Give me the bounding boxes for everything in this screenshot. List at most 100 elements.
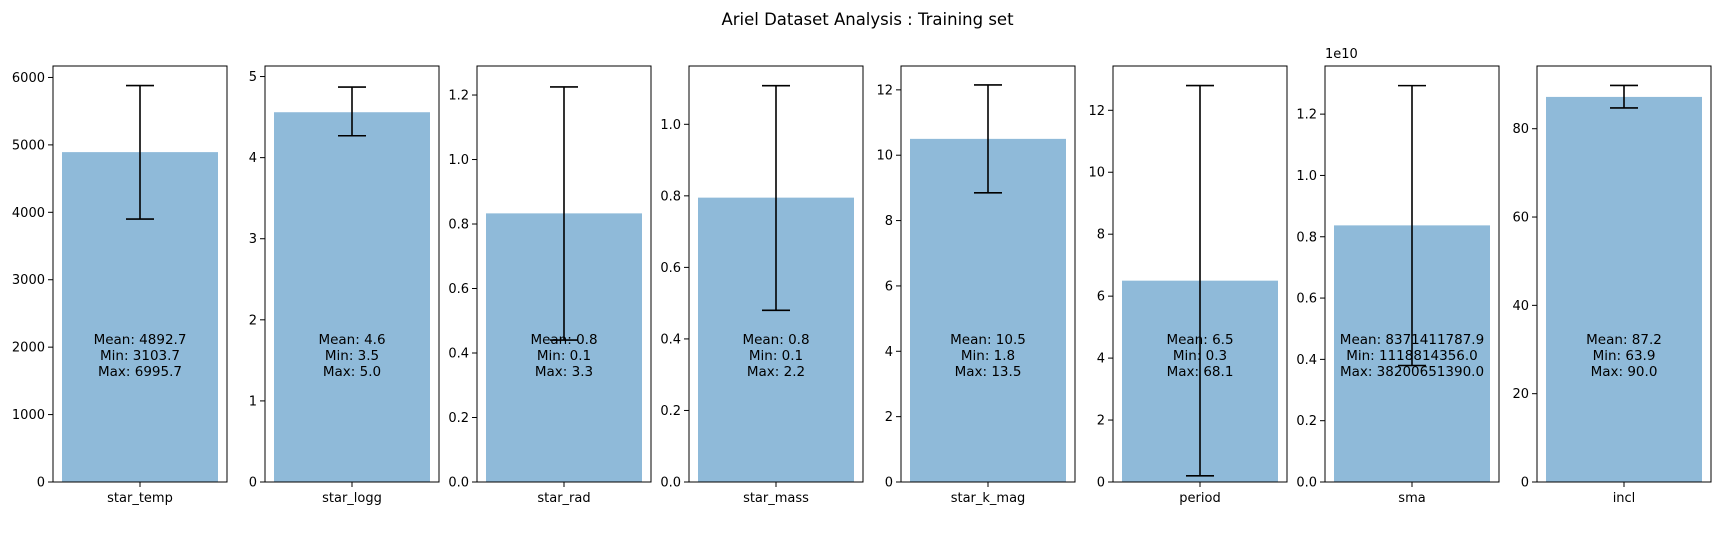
bar-star_logg — [274, 112, 430, 482]
y-tick-label: 4000 — [12, 206, 45, 221]
y-tick-label: 2 — [249, 313, 257, 328]
y-tick-label: 5 — [249, 70, 257, 85]
x-tick-label: star_temp — [107, 491, 173, 506]
chart-panel-star_mass: 0.0 0.2 0.4 0.6 0.8 1.0 star_mass Mean: 0.8Min:… — [660, 65, 864, 506]
stat-line: Mean: 8371411787.9 — [1340, 332, 1484, 348]
stat-line: Mean: 0.8 — [530, 332, 597, 348]
y-tick-label: 0 — [37, 476, 45, 491]
stat-line: Mean: 87.2 — [1586, 332, 1662, 348]
y-tick-label: 2 — [885, 410, 893, 425]
stat-line: Max: 3.3 — [535, 364, 593, 380]
x-tick-label: incl — [1613, 491, 1636, 506]
y-tick-label: 0.2 — [1296, 414, 1317, 429]
stat-line: Max: 5.0 — [323, 364, 381, 380]
y-tick-label: 3000 — [12, 273, 45, 288]
stat-line: Min: 3103.7 — [100, 348, 180, 364]
error-bar — [338, 86, 366, 137]
y-tick-label: 2 — [1097, 414, 1105, 429]
y-tick-label: 0.6 — [1296, 292, 1317, 307]
y-tick-label: 0.4 — [448, 347, 469, 362]
figure-title: Ariel Dataset Analysis : Training set — [721, 10, 1014, 29]
stat-line: Max: 13.5 — [955, 364, 1022, 380]
y-tick-label: 12 — [876, 83, 893, 98]
axis-multiplier: 1e10 — [1325, 47, 1358, 62]
chart-panel-star_rad: 0.0 0.2 0.4 0.6 0.8 1.0 1.2 star_rad Mean: 0.8Mi… — [448, 65, 652, 506]
error-bar — [1186, 84, 1214, 477]
y-tick-label: 6 — [1097, 290, 1105, 305]
y-tick-label: 80 — [1512, 122, 1529, 137]
stat-line: Min: 0.1 — [537, 348, 591, 364]
y-tick-label: 5000 — [12, 138, 45, 153]
stat-line: Max: 2.2 — [747, 364, 805, 380]
y-tick-label: 0 — [1097, 476, 1105, 491]
bar-star_k_mag — [910, 138, 1066, 482]
y-tick-label: 1.0 — [1296, 169, 1317, 184]
y-tick-label: 60 — [1512, 211, 1529, 226]
y-tick-label: 0.0 — [448, 476, 469, 491]
y-tick-label: 10 — [1088, 166, 1105, 181]
y-tick-label: 6000 — [12, 71, 45, 86]
y-tick-label: 1 — [249, 394, 257, 409]
stat-line: Min: 3.5 — [325, 348, 379, 364]
y-tick-label: 1000 — [12, 408, 45, 423]
y-tick-label: 4 — [1097, 352, 1105, 367]
y-tick-label: 0.8 — [448, 218, 469, 233]
y-tick-label: 1.0 — [448, 153, 469, 168]
y-tick-label: 0 — [885, 476, 893, 491]
error-bar — [974, 84, 1002, 194]
chart-panel-star_temp: 0 1000 2000 3000 4000 5000 6000 star_temp Mean: … — [12, 65, 228, 506]
x-tick-label: period — [1179, 491, 1220, 506]
error-bar — [1398, 84, 1426, 367]
stat-line: Mean: 10.5 — [950, 332, 1026, 348]
stat-line: Mean: 6.5 — [1166, 332, 1233, 348]
stat-line: Min: 0.3 — [1173, 348, 1227, 364]
stat-line: Min: 0.1 — [749, 348, 803, 364]
stat-line: Mean: 4892.7 — [94, 332, 187, 348]
y-tick-label: 4 — [885, 345, 893, 360]
y-tick-label: 0.8 — [660, 189, 681, 204]
y-tick-label: 0.2 — [660, 404, 681, 419]
y-tick-label: 0.6 — [660, 261, 681, 276]
stat-line: Max: 90.0 — [1591, 364, 1658, 380]
x-tick-label: star_rad — [537, 491, 590, 506]
y-tick-label: 8 — [885, 214, 893, 229]
y-tick-label: 0.4 — [1296, 353, 1317, 368]
y-tick-label: 1.0 — [660, 118, 681, 133]
chart-panel-sma: 0.0 0.2 0.4 0.6 0.8 1.0 1.2 1e10 sma Mean: 837141… — [1296, 47, 1500, 506]
x-tick-label: star_k_mag — [951, 491, 1026, 506]
stat-line: Max: 6995.7 — [98, 364, 182, 380]
y-tick-label: 0.8 — [1296, 230, 1317, 245]
stat-line: Mean: 4.6 — [318, 332, 385, 348]
y-tick-label: 0.0 — [660, 476, 681, 491]
stat-line: Mean: 0.8 — [742, 332, 809, 348]
y-tick-label: 12 — [1088, 104, 1105, 119]
bar-incl — [1546, 96, 1702, 482]
y-tick-label: 0 — [249, 476, 257, 491]
x-tick-label: sma — [1398, 491, 1425, 506]
y-tick-label: 1.2 — [448, 89, 469, 104]
y-tick-label: 0 — [1521, 476, 1529, 491]
y-tick-label: 40 — [1512, 299, 1529, 314]
error-bar — [126, 84, 154, 220]
y-tick-label: 20 — [1512, 387, 1529, 402]
y-tick-label: 0.4 — [660, 332, 681, 347]
y-tick-label: 3 — [249, 232, 257, 247]
stat-line: Max: 38200651390.0 — [1340, 364, 1484, 380]
y-tick-label: 1.2 — [1296, 108, 1317, 123]
error-bar — [550, 86, 578, 341]
x-tick-label: star_logg — [322, 491, 382, 506]
panels: 0100020003000400050006000star_tempMean: … — [12, 47, 1712, 506]
stat-line: Min: 63.9 — [1593, 348, 1656, 364]
y-tick-label: 4 — [249, 151, 257, 166]
stat-line: Min: 1118814356.0 — [1346, 348, 1478, 364]
y-tick-label: 8 — [1097, 228, 1105, 243]
error-bar — [1610, 84, 1638, 109]
y-tick-label: 10 — [876, 149, 893, 164]
stat-line: Min: 1.8 — [961, 348, 1015, 364]
y-tick-label: 0.2 — [448, 411, 469, 426]
